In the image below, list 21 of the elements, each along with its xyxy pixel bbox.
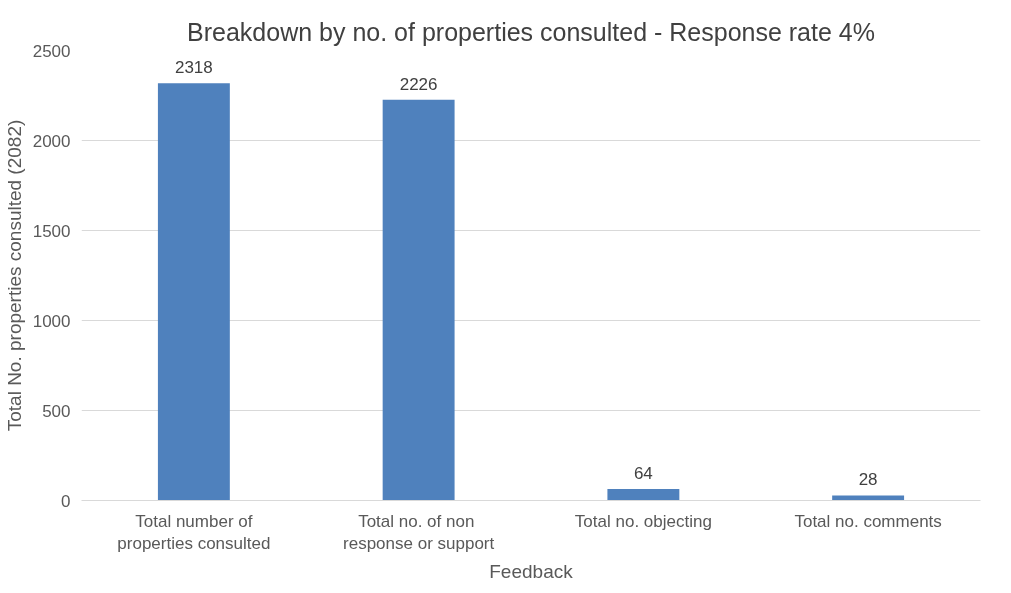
x-axis-title: Feedback bbox=[489, 561, 574, 583]
y-tick-label: 2000 bbox=[32, 131, 71, 151]
y-tick-label: 1500 bbox=[32, 221, 71, 241]
data-label: 64 bbox=[633, 463, 653, 483]
x-tick-label: Total number of properties consulted bbox=[117, 511, 271, 554]
y-tick-label: 1000 bbox=[32, 311, 71, 331]
data-label: 2226 bbox=[399, 74, 438, 94]
bar bbox=[607, 488, 680, 501]
data-label: 28 bbox=[858, 470, 878, 490]
y-tick-label: 0 bbox=[61, 491, 71, 511]
y-tick-label: 2500 bbox=[32, 41, 71, 61]
chart-title: Breakdown by no. of properties consulted - Response rate 4% bbox=[187, 17, 875, 46]
x-tick-label: Total no. of non response or support bbox=[343, 511, 495, 554]
y-axis-title: Total No. properties consulted (2082) bbox=[3, 119, 25, 432]
bar bbox=[382, 99, 455, 501]
y-tick-label: 500 bbox=[42, 401, 71, 421]
x-tick-label: Total no. objecting bbox=[574, 511, 712, 531]
bar bbox=[832, 495, 905, 501]
bar bbox=[157, 83, 230, 501]
data-label: 2318 bbox=[174, 58, 213, 78]
x-tick-label: Total no. comments bbox=[794, 511, 942, 531]
